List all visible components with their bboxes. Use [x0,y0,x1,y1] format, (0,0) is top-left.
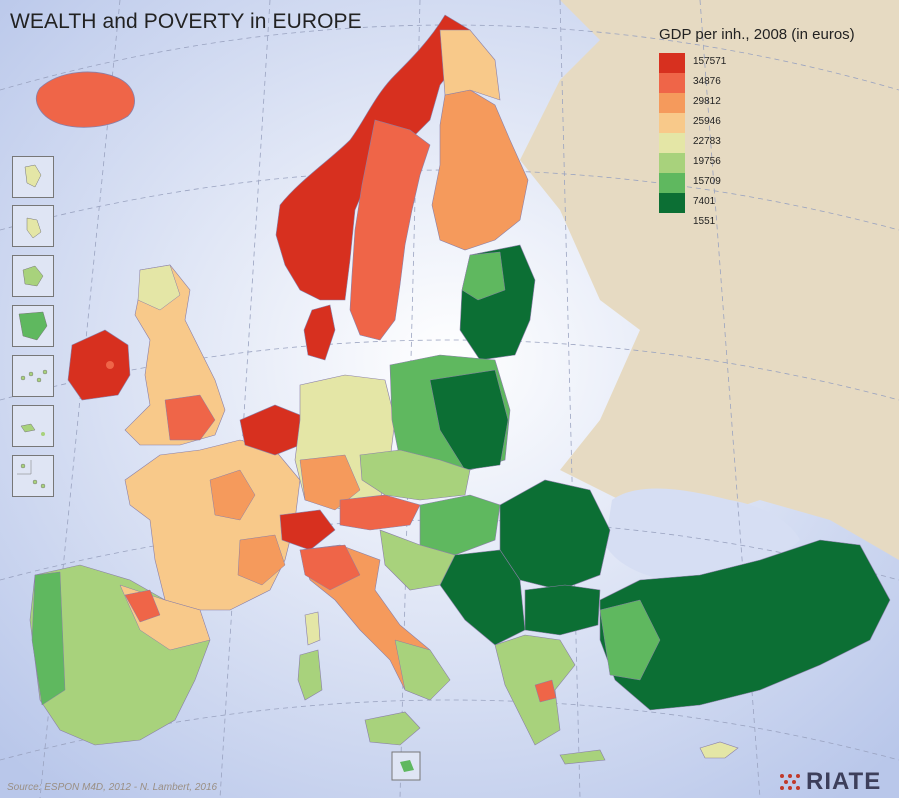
legend-row: 157571 [655,53,890,73]
legend-swatch [659,73,685,93]
region-sardinia[interactable] [297,649,323,701]
region-southern-italy[interactable] [394,639,451,701]
legend-swatch [659,133,685,153]
region-london[interactable] [164,394,216,441]
region-dublin[interactable] [106,361,114,369]
riate-logo-text: RIATE [806,768,882,795]
inset-3-map [22,265,44,287]
inset-2[interactable] [12,205,54,247]
legend-swatch [659,153,685,173]
region-ireland[interactable] [67,329,131,401]
inset-4-map [18,311,48,341]
region-romania[interactable] [499,479,611,591]
legend-swatch [659,173,685,193]
region-estonia[interactable] [461,251,506,301]
legend-row: 29812 [655,93,890,113]
inset-5[interactable] [12,355,54,397]
legend-swatch [659,193,685,213]
inset-3[interactable] [12,255,54,297]
source-note: Source: ESPON M4D, 2012 - N. Lambert, 20… [7,782,218,793]
region-western-balkans[interactable] [439,549,526,646]
region-northern-italy[interactable] [299,544,361,591]
inset-4[interactable] [12,305,54,347]
region-turkey[interactable] [599,539,891,711]
legend-value: 19756 [693,156,721,167]
region-basque-country[interactable] [124,589,161,623]
region-finland[interactable] [431,89,529,251]
region-portugal[interactable] [31,571,66,706]
legend-value: 1551 [693,216,716,227]
region-greece[interactable] [494,634,576,746]
legend-row: 34876 [655,73,890,93]
region-cyprus[interactable] [699,741,739,759]
legend-swatch [659,213,685,233]
region-sicily[interactable] [364,711,421,746]
region-eastern-poland[interactable] [429,369,509,471]
legend-value: 15709 [693,176,721,187]
legend-row: 15709 [655,173,890,193]
region-crete[interactable] [559,749,606,765]
inset-2-map [26,217,42,239]
legend-row: 22783 [655,133,890,153]
region-switzerland[interactable] [279,509,336,551]
region-ile-de-france[interactable] [209,469,256,521]
legend-row: 1551 [655,213,890,233]
legend-value: 157571 [693,56,727,67]
region-czechia-slovakia[interactable] [359,449,471,501]
region-iceland[interactable] [35,71,135,128]
region-slovenia-croatia[interactable] [379,529,456,591]
map-title: WEALTH and POVERTY in EUROPE [10,10,362,33]
inset-7[interactable] [12,455,54,497]
region-sweden[interactable] [349,119,431,341]
legend-value: 7401 [693,196,716,207]
black-sea [605,488,800,581]
region-malta[interactable] [400,760,414,772]
region-corsica[interactable] [304,611,321,646]
inset-5-map [20,369,48,383]
legend-row: 19756 [655,153,890,173]
region-western-turkey[interactable] [599,599,661,681]
region-rhone-alpes[interactable] [237,534,286,586]
legend-value: 25946 [693,116,721,127]
legend-value: 22783 [693,136,721,147]
inset-1-map [24,164,42,188]
inset-6[interactable] [12,405,54,447]
legend-swatch [659,93,685,113]
inset-6-map [20,423,45,436]
riate-logo-dots-icon [780,774,800,790]
riate-logo: RIATE [778,768,890,795]
region-denmark[interactable] [303,304,336,361]
legend-swatch [659,53,685,73]
legend: GDP per inh., 2008 (in euros) 157571 348… [655,26,890,233]
inset-1[interactable] [12,156,54,198]
legend-row: 25946 [655,113,890,133]
legend-title: GDP per inh., 2008 (in euros) [659,26,855,43]
legend-swatch [659,113,685,133]
region-bulgaria[interactable] [524,584,601,636]
region-finland-north[interactable] [439,29,501,101]
inset-7-map [17,460,46,489]
region-attica[interactable] [534,679,557,703]
legend-value: 29812 [693,96,721,107]
region-scotland[interactable] [137,264,181,311]
legend-value: 34876 [693,76,721,87]
legend-row: 7401 [655,193,890,213]
